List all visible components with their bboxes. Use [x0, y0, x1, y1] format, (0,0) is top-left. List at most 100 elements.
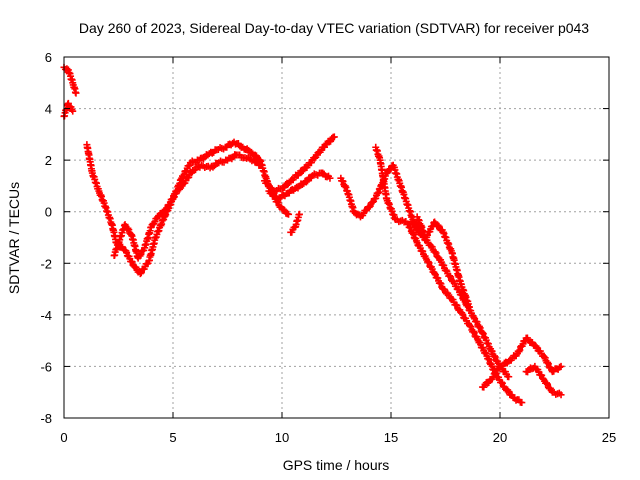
- x-tick-label: 15: [384, 430, 398, 445]
- trace-marker: [160, 216, 168, 224]
- series-p043-k: [413, 213, 473, 311]
- x-tick-label: 20: [493, 430, 507, 445]
- trace-marker: [497, 378, 505, 386]
- trace-marker: [438, 226, 446, 234]
- trace-marker: [412, 237, 420, 245]
- x-tick-label: 25: [602, 430, 616, 445]
- trace-marker: [298, 168, 306, 176]
- trace-marker: [504, 373, 512, 381]
- series-p043-j: [404, 221, 526, 407]
- trace-marker: [107, 220, 115, 228]
- trace-marker: [432, 249, 440, 257]
- y-tick-label: -4: [40, 308, 52, 323]
- grid-lines: [64, 57, 609, 418]
- trace-marker: [376, 154, 384, 162]
- trace-marker: [288, 185, 296, 193]
- y-tick-label: 2: [45, 153, 52, 168]
- trace-marker: [125, 226, 133, 234]
- trace-marker: [543, 380, 551, 388]
- trace-marker: [465, 303, 473, 311]
- trace-marker: [63, 65, 71, 73]
- axis-ticks: [63, 56, 610, 419]
- trace-marker: [255, 161, 263, 169]
- trace-marker: [431, 248, 439, 256]
- trace-marker: [421, 252, 429, 260]
- trace-marker: [68, 105, 76, 113]
- trace-marker: [236, 142, 244, 150]
- trace-marker: [395, 177, 403, 185]
- series-p043-f: [265, 169, 334, 203]
- y-tick-label: -6: [40, 359, 52, 374]
- trace-marker: [365, 203, 373, 211]
- y-tick-label: -8: [40, 411, 52, 426]
- trace-marker: [453, 301, 461, 309]
- y-tick-label: 4: [45, 102, 52, 117]
- series-p043-e: [261, 133, 338, 196]
- trace-marker: [279, 205, 287, 213]
- trace-marker: [354, 210, 362, 218]
- trace-marker: [302, 178, 310, 186]
- trace-marker: [502, 358, 510, 366]
- trace-marker: [140, 246, 148, 254]
- axis-tick-labels: 0 5 10 15 20 25 -8 -6 -4 -2 0 2 4 6: [40, 50, 616, 445]
- trace-marker: [543, 379, 551, 387]
- trace-marker: [303, 164, 311, 172]
- trace-marker: [94, 185, 102, 193]
- trace-marker: [402, 195, 410, 203]
- trace-marker: [312, 153, 320, 161]
- chart-title: Day 260 of 2023, Sidereal Day-to-day VTE…: [79, 20, 589, 36]
- trace-marker: [283, 210, 291, 218]
- series-p043-m: [522, 362, 565, 399]
- trace-marker: [446, 272, 454, 280]
- trace-marker: [275, 195, 283, 203]
- y-tick-label: -2: [40, 256, 52, 271]
- trace-marker: [71, 88, 79, 96]
- trace-marker: [328, 134, 336, 142]
- data-points: [60, 63, 565, 407]
- series-p043-c: [83, 138, 293, 278]
- trace-marker: [252, 157, 260, 165]
- trace-marker: [311, 154, 319, 162]
- trace-marker: [124, 224, 132, 232]
- trace-marker: [68, 76, 76, 84]
- x-tick-label: 10: [275, 430, 289, 445]
- x-tick-label: 0: [60, 430, 67, 445]
- trace-marker: [321, 143, 329, 151]
- trace-marker: [447, 273, 455, 281]
- trace-marker: [114, 240, 122, 248]
- trace-marker: [284, 180, 292, 188]
- trace-marker: [294, 171, 302, 179]
- trace-marker: [295, 211, 303, 219]
- trace-marker: [555, 389, 563, 397]
- y-tick-label: 0: [45, 205, 52, 220]
- plot-frame: [63, 56, 610, 419]
- series-p043-i: [372, 143, 513, 381]
- trace-marker: [325, 172, 333, 180]
- trace-marker: [556, 363, 564, 371]
- trace-marker: [186, 161, 194, 169]
- trace-marker: [398, 216, 406, 224]
- trace-marker: [176, 185, 184, 193]
- x-tick-label: 5: [169, 430, 176, 445]
- y-axis-label: SDTVAR / TECUs: [6, 182, 22, 294]
- x-axis-label: GPS time / hours: [283, 457, 390, 473]
- trace-marker: [209, 163, 217, 171]
- trace-marker: [434, 221, 442, 229]
- trace-marker: [208, 149, 216, 157]
- y-tick-label: 6: [45, 50, 52, 65]
- trace-marker: [498, 379, 506, 387]
- series-p043-a: [60, 63, 80, 97]
- trace-marker: [136, 252, 144, 260]
- series-p043-l: [479, 334, 565, 391]
- trace-marker: [319, 169, 327, 177]
- series-p043-b: [60, 99, 77, 120]
- trace-marker: [443, 267, 451, 275]
- trace-marker: [137, 250, 145, 258]
- trace-marker: [307, 174, 315, 182]
- trace-marker: [459, 310, 467, 318]
- trace-marker: [512, 352, 520, 360]
- trace-marker: [329, 133, 337, 141]
- trace-marker: [88, 167, 96, 175]
- trace-marker: [362, 207, 370, 215]
